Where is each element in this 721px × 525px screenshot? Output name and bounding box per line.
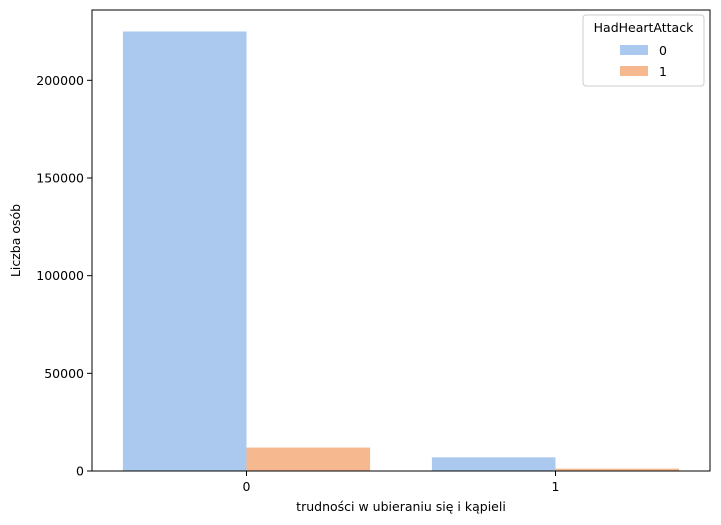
bar-series-0-category-0 bbox=[122, 31, 247, 472]
x-axis-label: trudności w ubieraniu się i kąpieli bbox=[296, 499, 506, 514]
legend-label-0: 0 bbox=[659, 43, 667, 58]
legend: HadHeartAttack 01 bbox=[582, 14, 705, 87]
plot-frame bbox=[91, 9, 711, 472]
y-tick-label: 200000 bbox=[36, 73, 84, 88]
bar-series-1-category-1 bbox=[555, 468, 680, 471]
bar-series-0-category-1 bbox=[431, 457, 556, 471]
y-tick-label: 100000 bbox=[36, 268, 84, 283]
legend-title: HadHeartAttack bbox=[594, 20, 694, 35]
y-axis-label: Liczba osób bbox=[8, 204, 23, 277]
legend-swatch-1 bbox=[620, 66, 648, 76]
bars-group bbox=[122, 31, 680, 472]
y-tick-label: 0 bbox=[76, 464, 84, 479]
y-axis: 0 50000 100000 150000 200000 bbox=[36, 73, 92, 479]
bar-series-1-category-0 bbox=[246, 447, 371, 471]
legend-swatch-0 bbox=[620, 45, 648, 55]
legend-label-1: 1 bbox=[659, 64, 667, 79]
legend-items: 01 bbox=[620, 43, 667, 79]
x-tick-label: 0 bbox=[243, 479, 251, 494]
x-tick-label: 1 bbox=[552, 479, 560, 494]
y-tick-label: 150000 bbox=[36, 170, 84, 185]
y-tick-label: 50000 bbox=[44, 366, 84, 381]
